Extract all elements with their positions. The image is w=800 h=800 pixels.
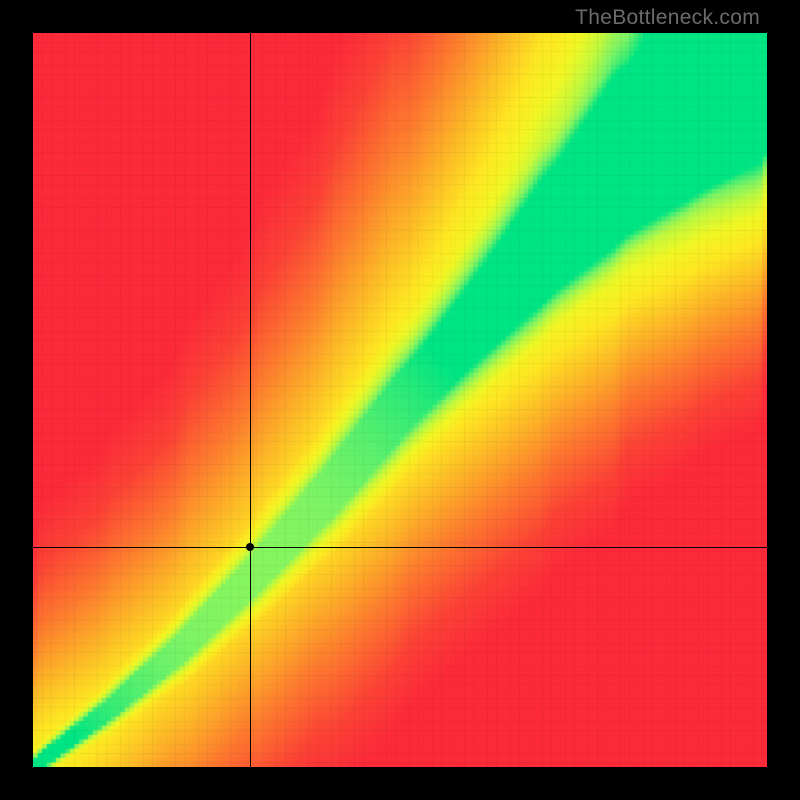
crosshair-vertical (250, 33, 251, 767)
crosshair-marker-dot (246, 543, 254, 551)
heatmap-plot (33, 33, 767, 767)
heatmap-canvas (33, 33, 767, 767)
watermark-text: TheBottleneck.com (575, 6, 760, 30)
crosshair-horizontal (33, 547, 767, 548)
